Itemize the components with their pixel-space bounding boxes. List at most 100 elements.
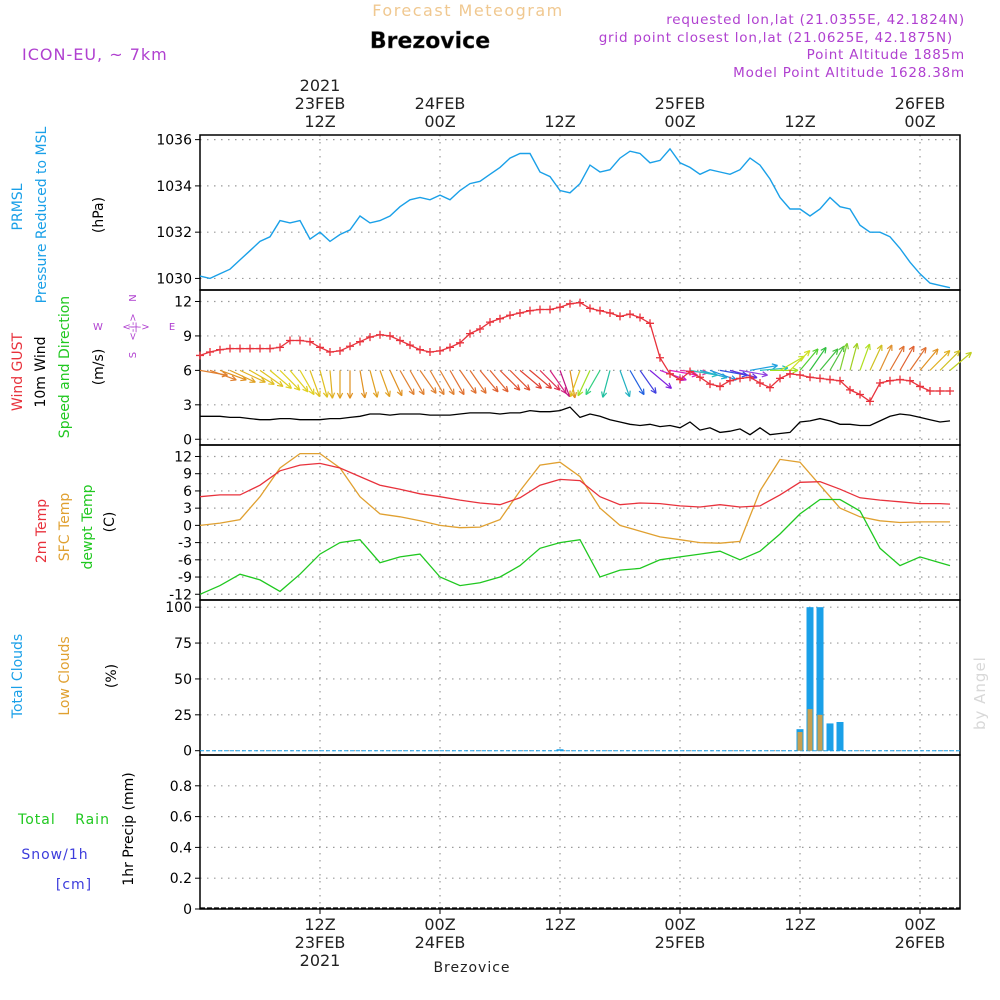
total-clouds-label: Total Clouds <box>10 634 26 719</box>
top-hour-label: 00Z <box>664 112 695 131</box>
bottom-year-label: 2021 <box>300 951 341 970</box>
wind-direction-arrow <box>629 370 645 396</box>
wind-gust-marker <box>606 308 614 317</box>
wind-direction-arrow <box>399 370 415 396</box>
wind-direction-arrow <box>569 370 581 398</box>
wind-gust-marker <box>426 348 434 356</box>
compass-south: S <box>128 352 139 358</box>
temperature-tick-label: -6 <box>178 553 192 569</box>
wind-gust-marker <box>206 348 214 356</box>
wind-gust-marker <box>666 369 674 378</box>
low-clouds-bar <box>817 714 823 751</box>
wind-direction-arrow <box>809 346 827 371</box>
snow-unit-label: [cm] <box>56 877 92 893</box>
wind-gust-marker <box>506 311 514 320</box>
pressure-msl-label: Pressure Reduced to MSL <box>34 126 50 303</box>
wind-frame <box>199 289 961 446</box>
wind-tick-label: 6 <box>183 363 192 379</box>
precip-tick-label: 0.6 <box>170 810 192 826</box>
pressure-tick-label: 1032 <box>156 225 192 241</box>
bottom-hour-label: 12Z <box>784 915 815 934</box>
wind-gust-marker <box>596 306 604 315</box>
wind-direction-arrow <box>909 346 927 371</box>
wind-gust-marker <box>306 337 314 346</box>
wind-gust-marker <box>646 319 654 328</box>
wind-direction-arrow <box>869 344 883 371</box>
wind-direction-arrow <box>585 370 601 396</box>
wind-gust-marker <box>856 390 864 399</box>
wind-gust-marker <box>716 382 724 391</box>
wind-gust-marker <box>806 373 814 382</box>
wind-direction-arrow <box>839 342 849 371</box>
wind-direction-arrow <box>359 370 368 399</box>
wind-direction-arrow <box>489 369 509 393</box>
wind-gust-marker <box>416 345 424 354</box>
prmsl-line <box>199 147 951 289</box>
wind-gust-marker <box>696 373 704 382</box>
wind-gust-marker <box>636 313 644 322</box>
wind-direction-arrow <box>919 348 939 371</box>
temp-2m-line <box>199 462 951 508</box>
total-clouds-bar <box>836 721 844 751</box>
wind-tick-label: 12 <box>174 294 192 310</box>
wind-direction-arrow <box>259 369 284 388</box>
wind-gust-marker <box>196 351 204 360</box>
precip-tick-label: 0.8 <box>170 779 192 795</box>
wind-direction-arrow <box>709 369 737 382</box>
bottom-date-label: 26FEB <box>895 933 946 952</box>
clouds-tick-label: 25 <box>174 708 192 724</box>
wind-gust-marker <box>516 308 524 317</box>
pressure-unit-label: (hPa) <box>91 197 107 233</box>
wind-gust-marker <box>746 373 754 382</box>
compass-body-horizontal: <-|-> <box>122 322 149 333</box>
wind-direction-arrow <box>649 369 672 389</box>
wind-speed-dir-label: Speed and Direction <box>57 296 73 438</box>
clouds-unit-label: (%) <box>104 664 120 688</box>
temperature-tick-label: 3 <box>183 501 192 517</box>
wind-direction-arrow <box>519 369 542 389</box>
precip-frame <box>199 754 961 910</box>
wind-gust-marker <box>236 344 244 353</box>
wind-gust-marker <box>246 344 254 353</box>
wind-gust-marker <box>366 333 374 342</box>
wind-gust-marker <box>896 375 904 384</box>
wind-gust-marker <box>326 348 334 356</box>
wind-direction-arrow <box>799 348 819 371</box>
top-hour-label: 12Z <box>784 112 815 131</box>
wind-direction-arrow <box>249 369 275 385</box>
wind-direction-arrow <box>409 370 425 396</box>
clouds-tick-label: 100 <box>165 600 192 616</box>
wind-10m-line <box>200 406 951 436</box>
precip-axis-label: 1hr Precip (mm) <box>121 772 137 885</box>
total-clouds-bar <box>826 723 834 751</box>
wind-gust-marker <box>926 387 934 396</box>
model-name: ICON-EU, ~ 7km <box>22 45 168 64</box>
wind-unit-label: (m/s) <box>91 349 107 386</box>
low-clouds-label: Low Clouds <box>57 636 73 715</box>
wind-direction-arrow <box>619 370 631 398</box>
prmsl-label: PRMSL <box>10 183 26 230</box>
wind-direction-arrow <box>229 369 256 383</box>
bottom-hour-label: 00Z <box>664 915 695 934</box>
wind-gust-marker <box>736 374 744 383</box>
author-signature: by Angel <box>971 656 989 730</box>
pressure-tick-label: 1036 <box>156 133 192 149</box>
dewpoint-line <box>199 498 951 595</box>
top-hour-label: 12Z <box>544 112 575 131</box>
wind-gust-marker <box>706 380 714 389</box>
wind-gust-marker <box>346 342 354 351</box>
pressure-tick-label: 1030 <box>156 271 192 287</box>
bottom-hour-label: 00Z <box>424 915 455 934</box>
wind-direction-arrow <box>309 370 321 398</box>
compass-legend: N <-|-> S W <-|-> E <box>93 294 175 358</box>
bottom-date-label: 24FEB <box>415 933 466 952</box>
pressure-labels: PRMSL Pressure Reduced to MSL (hPa) <box>10 126 107 303</box>
wind-direction-arrow <box>336 370 344 399</box>
wind-gust-marker <box>776 374 784 383</box>
total-clouds-bar <box>816 607 824 751</box>
wind-gust-marker <box>586 304 594 313</box>
wind-gust-marker <box>376 330 384 339</box>
wind-direction-arrow <box>299 370 315 396</box>
